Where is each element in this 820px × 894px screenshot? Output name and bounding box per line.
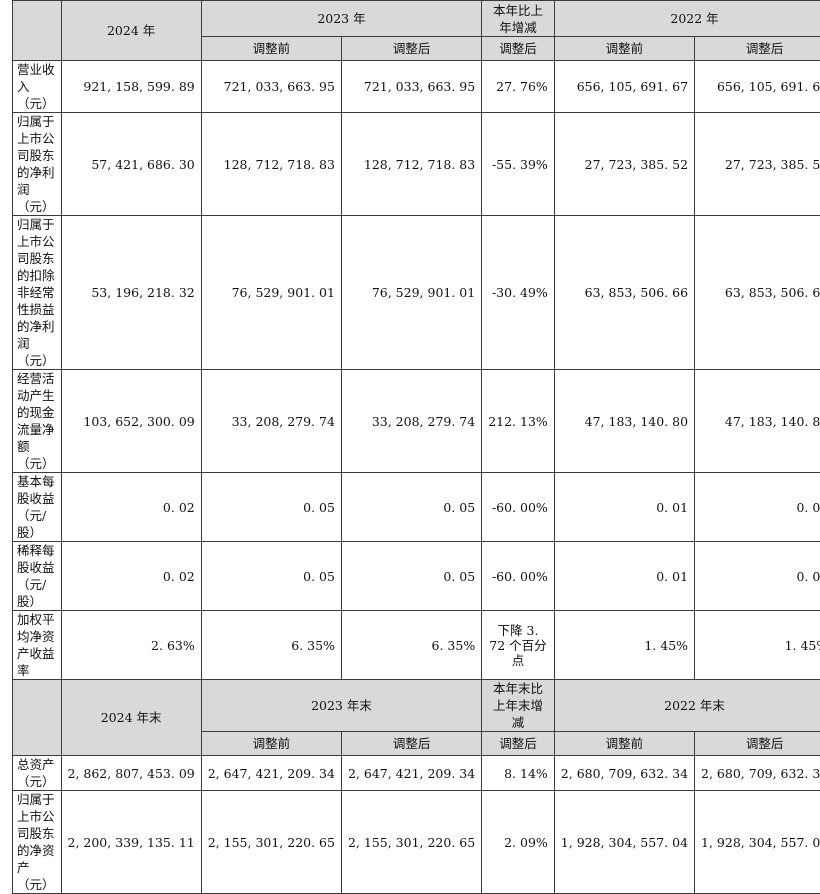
- value-change: 2. 09%: [482, 791, 555, 894]
- value-2023-after: 2, 647, 421, 209. 34: [341, 756, 481, 791]
- row-label: 总资产（元）: [13, 756, 62, 791]
- subheader-2023-before: 调整前: [201, 732, 341, 756]
- value-2023-after: 0. 05: [341, 473, 481, 542]
- value-change: 下降 3. 72 个百分点: [482, 611, 555, 680]
- value-2024: 2, 862, 807, 453. 09: [61, 756, 201, 791]
- header-change: 本年比上年增减: [482, 1, 555, 37]
- subheader-2022-after: 调整后: [695, 37, 820, 61]
- value-2022-after: 0. 01: [695, 542, 820, 611]
- header-2023-end: 2023 年末: [201, 680, 481, 732]
- subheader-2023-after: 调整后: [341, 732, 481, 756]
- value-2023-before: 2, 155, 301, 220. 65: [201, 791, 341, 894]
- value-2024: 921, 158, 599. 89: [61, 61, 201, 113]
- row-label: 稀释每股收益（元/股）: [13, 542, 62, 611]
- subheader-2022-before: 调整前: [554, 732, 694, 756]
- corner-cell: [13, 680, 62, 756]
- value-change: -30. 49%: [482, 216, 555, 370]
- table-row: 基本每股收益（元/股） 0. 02 0. 05 0. 05 -60. 00% 0…: [13, 473, 820, 542]
- value-2024: 103, 652, 300. 09: [61, 370, 201, 473]
- table-row: 归属于上市公司股东的净利润（元） 57, 421, 686. 30 128, 7…: [13, 113, 820, 216]
- row-label: 归属于上市公司股东的扣除非经常性损益的净利润（元）: [13, 216, 62, 370]
- table-row: 总资产（元） 2, 862, 807, 453. 09 2, 647, 421,…: [13, 756, 820, 791]
- value-change: 212. 13%: [482, 370, 555, 473]
- value-2022-after: 0. 01: [695, 473, 820, 542]
- value-2023-after: 6. 35%: [341, 611, 481, 680]
- subheader-2023-after: 调整后: [341, 37, 481, 61]
- value-2024: 0. 02: [61, 542, 201, 611]
- header-2022: 2022 年: [554, 1, 820, 37]
- value-2024: 0. 02: [61, 473, 201, 542]
- value-change: -60. 00%: [482, 473, 555, 542]
- row-label: 营业收入（元）: [13, 61, 62, 113]
- row-label: 加权平均净资产收益率: [13, 611, 62, 680]
- subheader-2022-after: 调整后: [695, 732, 820, 756]
- value-2023-before: 2, 647, 421, 209. 34: [201, 756, 341, 791]
- value-2022-before: 47, 183, 140. 80: [554, 370, 694, 473]
- value-change: 27. 76%: [482, 61, 555, 113]
- row-label: 归属于上市公司股东的净利润（元）: [13, 113, 62, 216]
- subheader-2023-before: 调整前: [201, 37, 341, 61]
- value-2022-after: 47, 183, 140. 80: [695, 370, 820, 473]
- value-2023-before: 6. 35%: [201, 611, 341, 680]
- value-2022-before: 2, 680, 709, 632. 34: [554, 756, 694, 791]
- value-change: -55. 39%: [482, 113, 555, 216]
- value-2022-before: 0. 01: [554, 473, 694, 542]
- header-2023: 2023 年: [201, 1, 481, 37]
- value-2022-after: 656, 105, 691. 67: [695, 61, 820, 113]
- value-change: -60. 00%: [482, 542, 555, 611]
- row-label: 基本每股收益（元/股）: [13, 473, 62, 542]
- value-2022-before: 1, 928, 304, 557. 04: [554, 791, 694, 894]
- value-2022-before: 1. 45%: [554, 611, 694, 680]
- header-2024: 2024 年: [61, 1, 201, 61]
- table-row: 稀释每股收益（元/股） 0. 02 0. 05 0. 05 -60. 00% 0…: [13, 542, 820, 611]
- subheader-change-after: 调整后: [482, 37, 555, 61]
- table-row: 加权平均净资产收益率 2. 63% 6. 35% 6. 35% 下降 3. 72…: [13, 611, 820, 680]
- value-2024: 57, 421, 686. 30: [61, 113, 201, 216]
- value-2023-after: 76, 529, 901. 01: [341, 216, 481, 370]
- value-change: 8. 14%: [482, 756, 555, 791]
- value-2023-before: 721, 033, 663. 95: [201, 61, 341, 113]
- value-2023-before: 33, 208, 279. 74: [201, 370, 341, 473]
- value-2023-after: 0. 05: [341, 542, 481, 611]
- value-2022-after: 1. 45%: [695, 611, 820, 680]
- header-2024-end: 2024 年末: [61, 680, 201, 756]
- value-2022-before: 656, 105, 691. 67: [554, 61, 694, 113]
- table-row: 营业收入（元） 921, 158, 599. 89 721, 033, 663.…: [13, 61, 820, 113]
- value-2024: 2. 63%: [61, 611, 201, 680]
- value-2023-after: 721, 033, 663. 95: [341, 61, 481, 113]
- value-2023-after: 33, 208, 279. 74: [341, 370, 481, 473]
- subheader-2022-before: 调整前: [554, 37, 694, 61]
- value-2024: 53, 196, 218. 32: [61, 216, 201, 370]
- table-row: 经营活动产生的现金流量净额（元） 103, 652, 300. 09 33, 2…: [13, 370, 820, 473]
- financial-summary-table: 2024 年 2023 年 本年比上年增减 2022 年 调整前 调整后 调整后…: [12, 0, 820, 894]
- value-2023-before: 0. 05: [201, 473, 341, 542]
- value-2023-after: 128, 712, 718. 83: [341, 113, 481, 216]
- value-2022-before: 0. 01: [554, 542, 694, 611]
- value-2024: 2, 200, 339, 135. 11: [61, 791, 201, 894]
- value-2023-before: 0. 05: [201, 542, 341, 611]
- table-row: 归属于上市公司股东的扣除非经常性损益的净利润（元） 53, 196, 218. …: [13, 216, 820, 370]
- value-2022-before: 63, 853, 506. 66: [554, 216, 694, 370]
- value-2023-before: 76, 529, 901. 01: [201, 216, 341, 370]
- value-2023-before: 128, 712, 718. 83: [201, 113, 341, 216]
- value-2022-after: 1, 928, 304, 557. 04: [695, 791, 820, 894]
- value-2022-before: 27, 723, 385. 52: [554, 113, 694, 216]
- row-label: 归属于上市公司股东的净资产（元）: [13, 791, 62, 894]
- header-2022-end: 2022 年末: [554, 680, 820, 732]
- value-2022-after: 63, 853, 506. 66: [695, 216, 820, 370]
- row-label: 经营活动产生的现金流量净额（元）: [13, 370, 62, 473]
- table-row: 归属于上市公司股东的净资产（元） 2, 200, 339, 135. 11 2,…: [13, 791, 820, 894]
- value-2022-after: 2, 680, 709, 632. 34: [695, 756, 820, 791]
- corner-cell: [13, 1, 62, 61]
- value-2023-after: 2, 155, 301, 220. 65: [341, 791, 481, 894]
- header-change-end: 本年末比上年末增减: [482, 680, 555, 732]
- subheader-change-after: 调整后: [482, 732, 555, 756]
- value-2022-after: 27, 723, 385. 52: [695, 113, 820, 216]
